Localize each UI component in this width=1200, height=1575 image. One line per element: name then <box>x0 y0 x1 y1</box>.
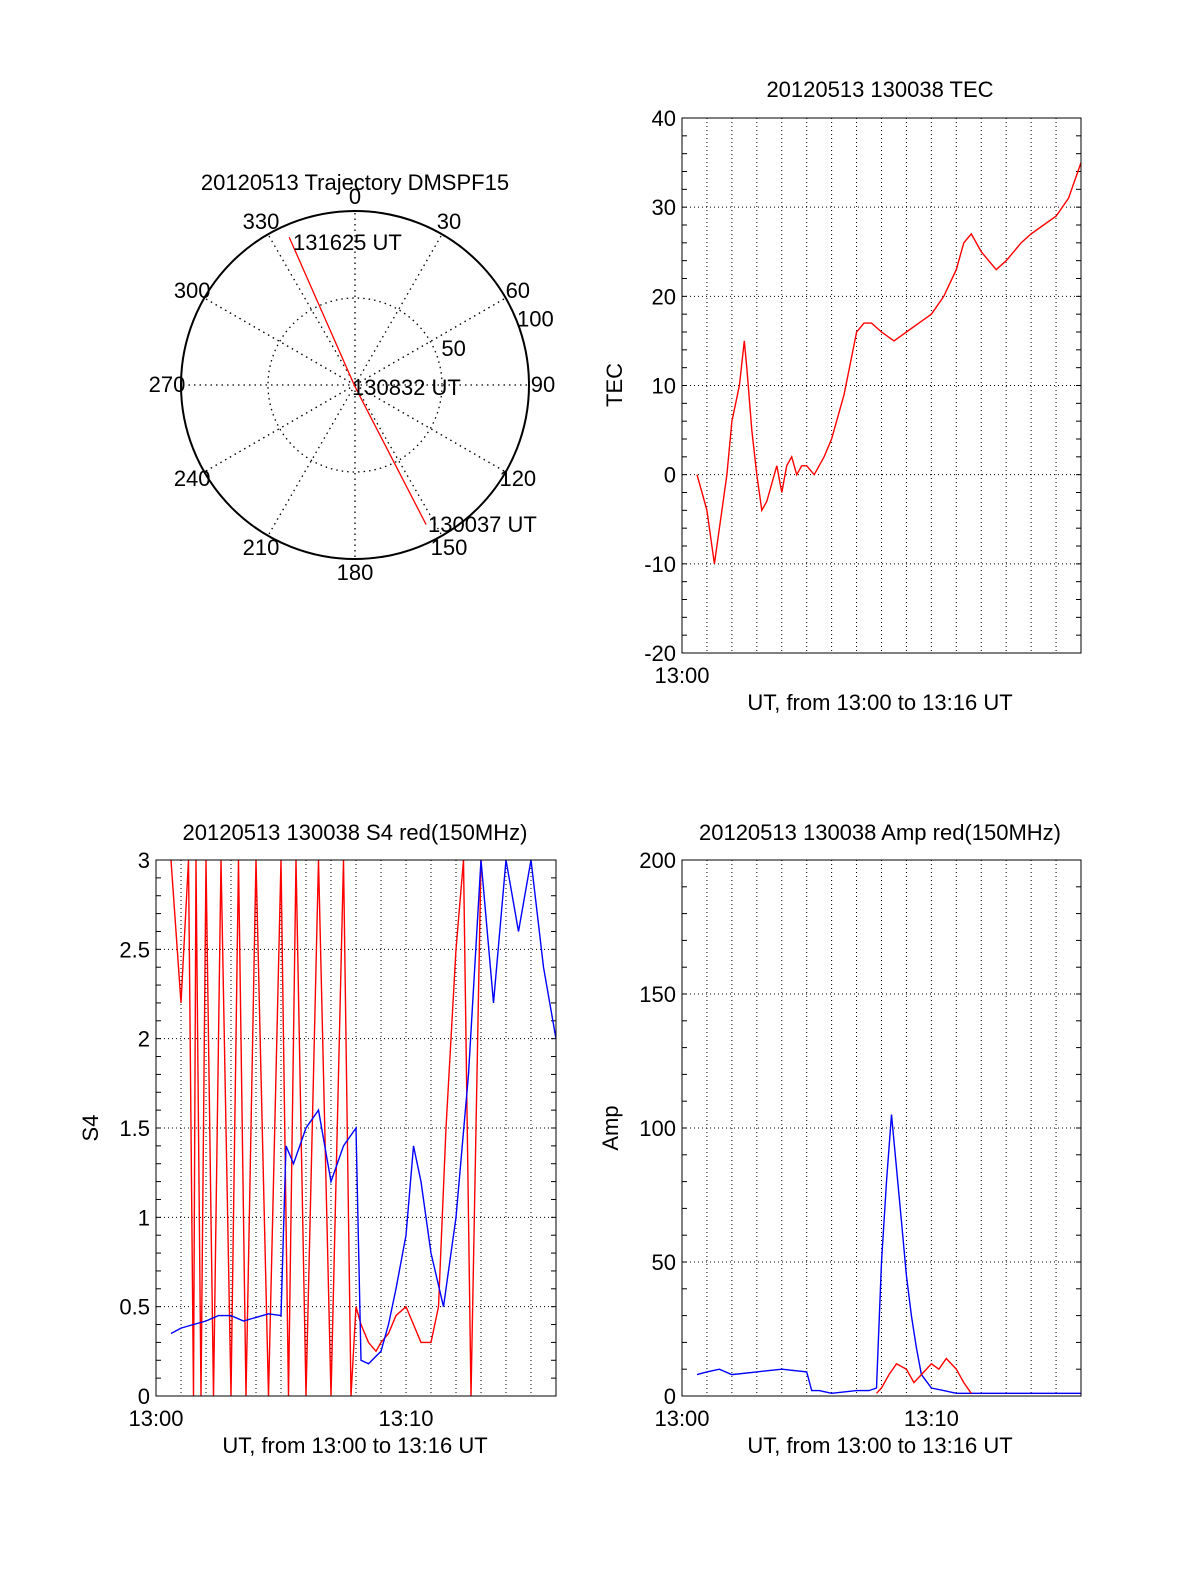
amp-grid <box>682 860 1081 1396</box>
y-tick-label: 200 <box>639 848 676 873</box>
polar-radius-labels: 50 100 <box>441 306 553 361</box>
y-tick-label: 20 <box>652 284 676 309</box>
series-line <box>170 859 482 1397</box>
amp-xlabel: UT, from 13:00 to 13:16 UT <box>747 1433 1012 1458</box>
amp-ylabel: Amp <box>598 1105 623 1150</box>
s4-frame <box>155 859 557 1397</box>
s4-ticks: 0 0.5 1 1.5 2 2.5 3 13:00 13:10 <box>119 848 556 1431</box>
s4-xlabel: UT, from 13:00 to 13:16 UT <box>222 1433 487 1458</box>
x-tick-label: 13:10 <box>904 1406 959 1431</box>
y-tick-label: -20 <box>644 641 676 666</box>
s4-panel: 20120513 130038 S4 red(150MHz) UT, from … <box>78 820 557 1458</box>
polar-radius-label: 100 <box>517 306 554 331</box>
series-line <box>696 1114 1081 1395</box>
polar-spoke <box>203 297 356 386</box>
s4-grid <box>156 860 556 1396</box>
tec-ticks: -20 -10 0 10 20 30 40 13:00 <box>644 106 1081 688</box>
polar-angle-label: 330 <box>243 209 280 234</box>
s4-series <box>170 859 557 1397</box>
polar-series <box>288 236 427 525</box>
polar-radius-label: 50 <box>441 336 465 361</box>
s4-title: 20120513 130038 S4 red(150MHz) <box>183 820 528 845</box>
s4-ylabel: S4 <box>78 1115 103 1142</box>
amp-frame <box>681 859 1082 1397</box>
y-tick-label: 0 <box>138 1384 150 1409</box>
y-tick-label: 3 <box>138 848 150 873</box>
polar-angle-label: 210 <box>243 535 280 560</box>
tec-ylabel: TEC <box>602 363 627 407</box>
x-tick-label: 13:00 <box>654 663 709 688</box>
y-tick-label: 0 <box>664 463 676 488</box>
polar-spoke <box>354 297 507 386</box>
polar-spoke <box>267 384 356 537</box>
polar-spoke <box>203 384 356 473</box>
polar-inner-ring <box>267 297 443 473</box>
polar-title: 20120513 Trajectory DMSPF15 <box>201 170 509 195</box>
y-tick-label: 150 <box>639 982 676 1007</box>
polar-angle-label: 90 <box>531 372 555 397</box>
tec-series <box>696 162 1082 564</box>
series-line <box>875 1357 972 1394</box>
polar-spoke <box>354 384 443 537</box>
y-tick-label: 10 <box>652 374 676 399</box>
tec-xlabel: UT, from 13:00 to 13:16 UT <box>747 690 1012 715</box>
y-tick-label: 1.5 <box>119 1116 150 1141</box>
polar-angle-label: 270 <box>149 372 186 397</box>
amp-panel: 20120513 130038 Amp red(150MHz) UT, from… <box>598 820 1082 1458</box>
polar-angle-label: 180 <box>337 560 374 585</box>
annotation-end-time: 131625 UT <box>293 230 402 255</box>
trajectory-line <box>288 236 427 525</box>
polar-grid <box>180 210 530 560</box>
polar-angle-labels: 0 30 60 90 120 150 180 210 240 270 300 330 <box>149 184 556 585</box>
amp-title: 20120513 130038 Amp red(150MHz) <box>699 820 1061 845</box>
tec-title: 20120513 130038 TEC <box>766 77 993 102</box>
polar-angle-label: 60 <box>506 278 530 303</box>
polar-angle-label: 150 <box>431 535 468 560</box>
tec-panel: 20120513 130038 TEC UT, from 13:00 to 13… <box>602 77 1082 715</box>
y-tick-label: 2.5 <box>119 937 150 962</box>
y-tick-label: 0.5 <box>119 1295 150 1320</box>
y-tick-label: 100 <box>639 1116 676 1141</box>
amp-ticks: 0 50 100 150 200 13:00 13:10 <box>639 848 1081 1431</box>
polar-angle-label: 0 <box>349 184 361 209</box>
polar-spoke <box>354 384 507 473</box>
amp-series <box>696 1114 1081 1395</box>
polar-angle-label: 240 <box>174 466 211 491</box>
tec-grid <box>682 118 1081 653</box>
y-tick-label: -10 <box>644 552 676 577</box>
x-tick-label: 13:00 <box>128 1406 183 1431</box>
y-tick-label: 40 <box>652 106 676 131</box>
series-line <box>696 162 1082 564</box>
polar-angle-label: 30 <box>437 209 461 234</box>
series-line <box>170 859 557 1365</box>
annotation-start-time: 130037 UT <box>428 512 537 537</box>
y-tick-label: 1 <box>138 1205 150 1230</box>
tec-frame <box>681 117 1082 654</box>
y-tick-label: 50 <box>652 1250 676 1275</box>
y-tick-label: 30 <box>652 195 676 220</box>
x-tick-label: 13:10 <box>378 1406 433 1431</box>
x-tick-label: 13:00 <box>654 1406 709 1431</box>
polar-angle-label: 300 <box>174 278 211 303</box>
y-tick-label: 0 <box>664 1384 676 1409</box>
polar-angle-label: 120 <box>499 466 536 491</box>
polar-outer-ring <box>180 210 530 560</box>
polar-trajectory-panel: 20120513 Trajectory DMSPF15 0 30 60 90 120 15… <box>149 170 556 585</box>
annotation-mid-time: 130832 UT <box>352 375 461 400</box>
polar-spoke <box>354 233 443 386</box>
y-tick-label: 2 <box>138 1027 150 1052</box>
polar-spoke <box>267 233 356 386</box>
